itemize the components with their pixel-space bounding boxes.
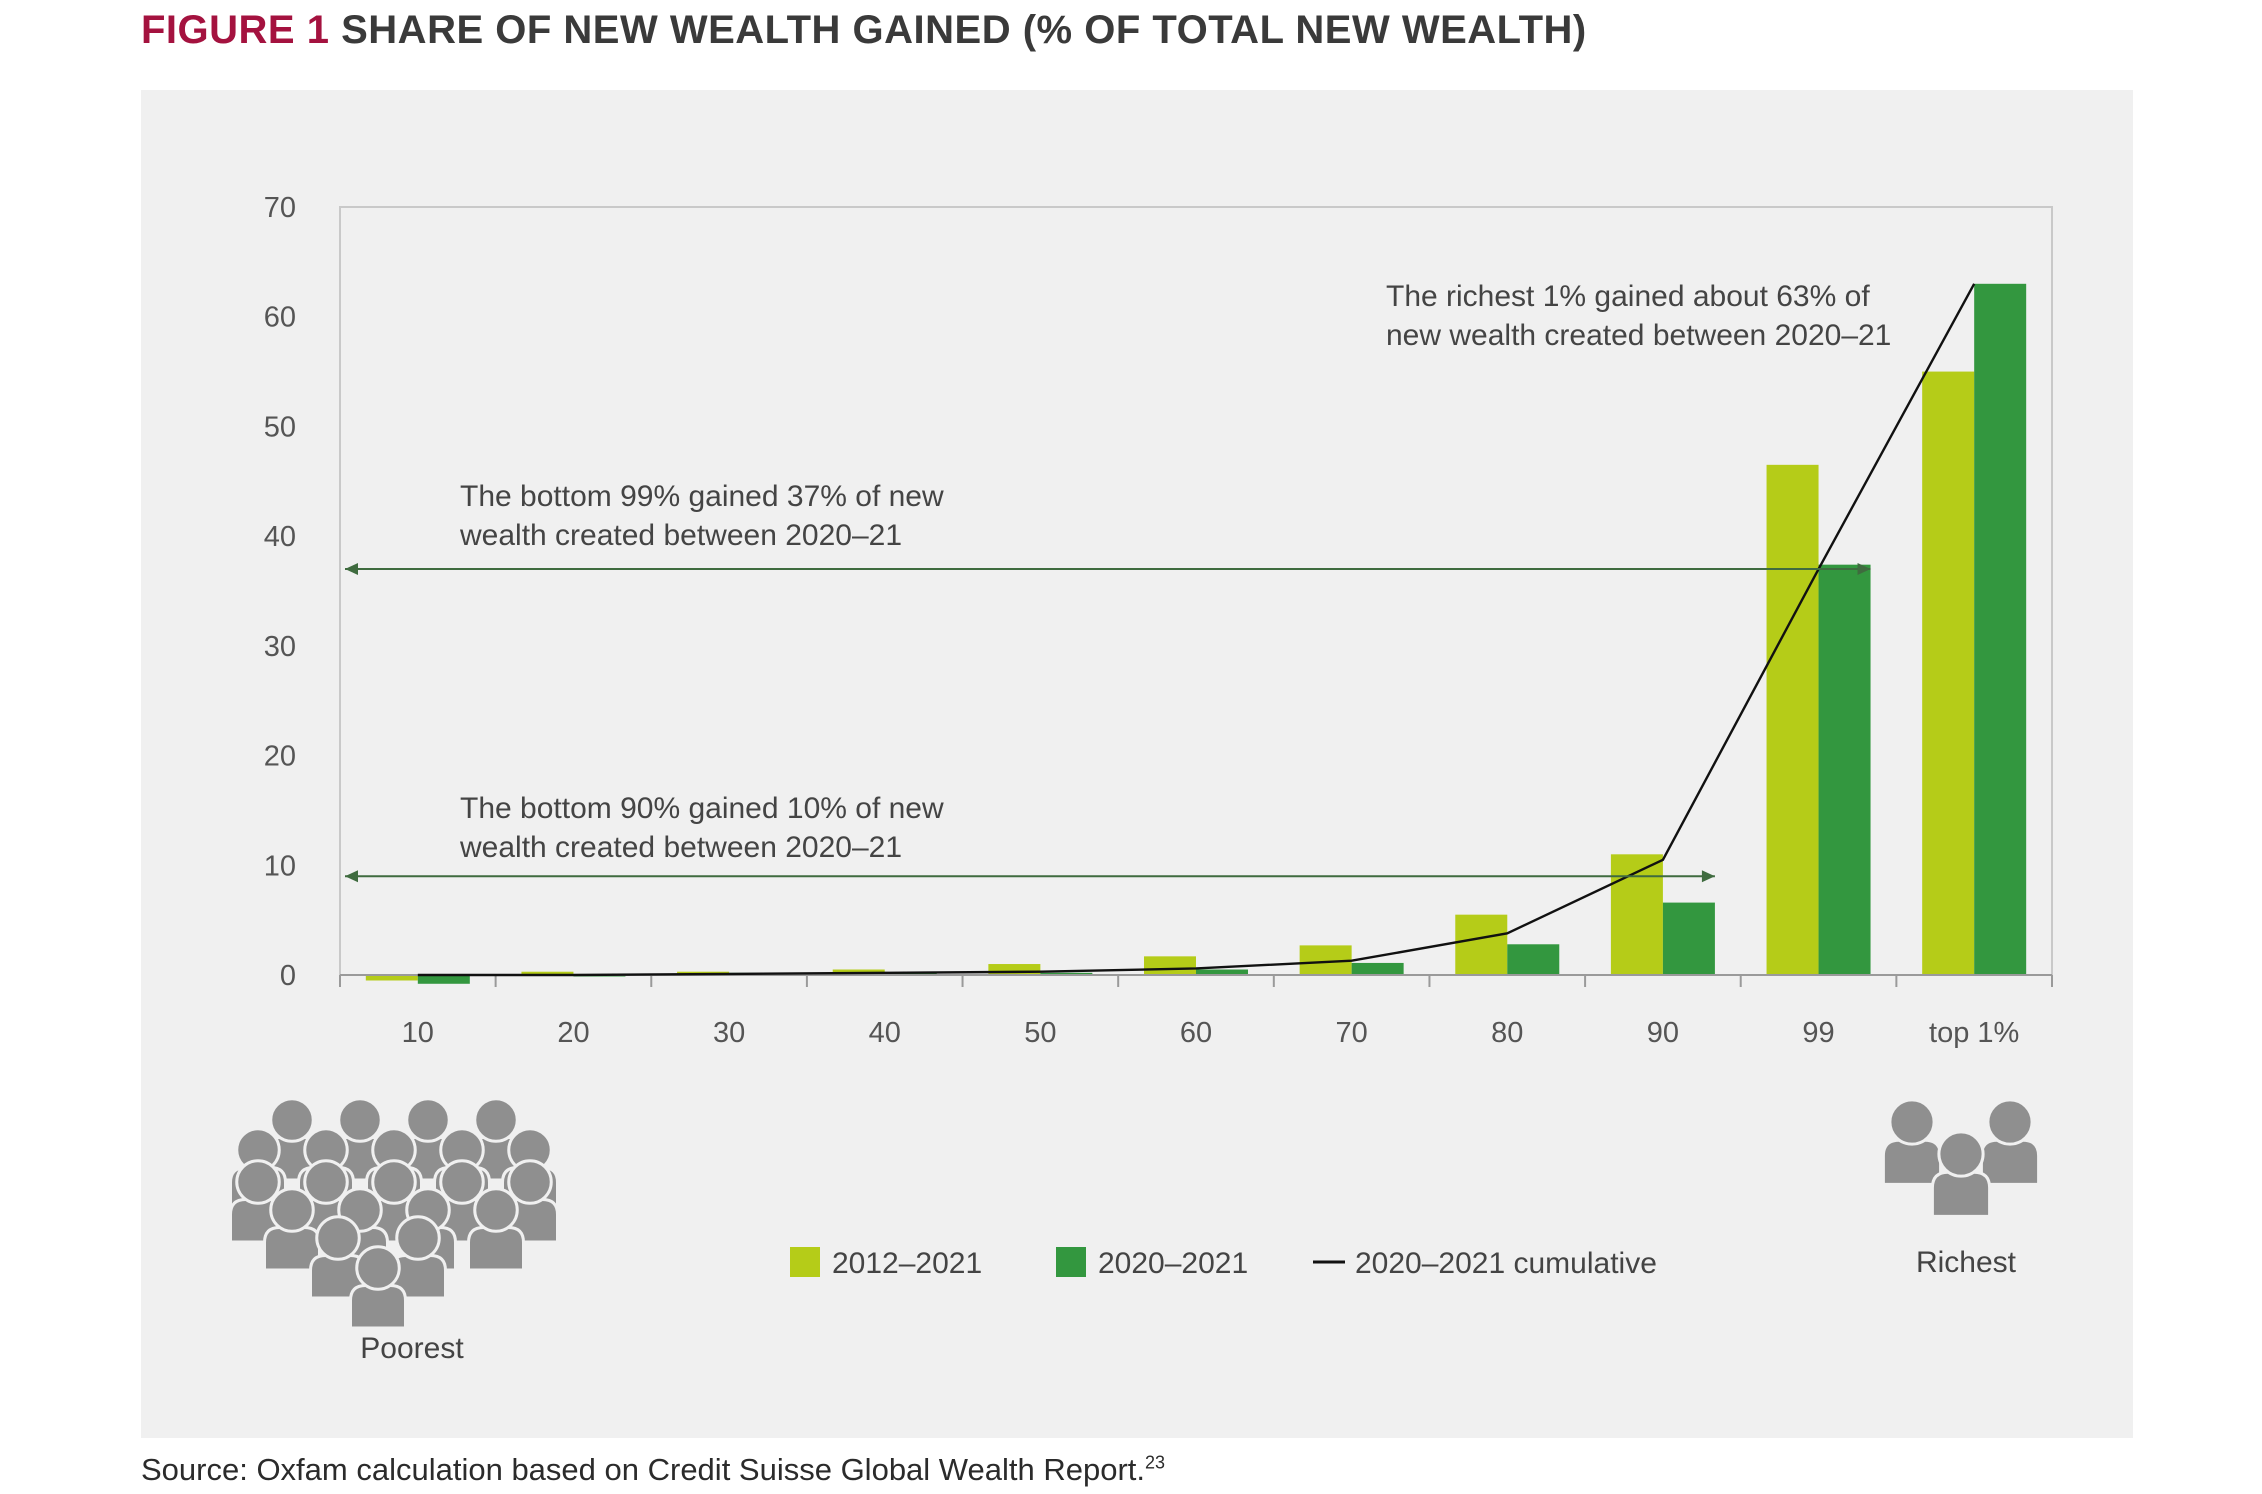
x-tick-label: 70: [1336, 1017, 1368, 1049]
legend-swatch-2012-2021: [790, 1247, 820, 1277]
y-tick-label: 30: [264, 631, 296, 663]
crowd-icon-person: [467, 1187, 525, 1272]
x-tick-label: 10: [402, 1017, 434, 1049]
cumulative-line: [417, 283, 1976, 977]
annotation-richest-1pct: new wealth created between 2020–21: [1386, 319, 1891, 352]
bar-2012-2021: [1610, 854, 1663, 975]
bar-2020-2021: [1818, 564, 1871, 975]
y-tick-label: 60: [264, 302, 296, 334]
bar-2020-2021: [1974, 283, 2027, 975]
x-tick-label: 90: [1647, 1017, 1679, 1049]
label-richest: Richest: [1916, 1246, 2017, 1279]
bar-2012-2021: [365, 975, 418, 981]
crowd-icon-person: [349, 1245, 407, 1330]
annotation-bottom-90pct: The bottom 90% gained 10% of new: [460, 792, 944, 825]
source-note: Source: Oxfam calculation based on Credi…: [141, 1452, 1165, 1488]
arrow-bottom-99pct-left-head: [345, 563, 358, 576]
source-text: Source: Oxfam calculation based on Credi…: [141, 1452, 1145, 1487]
group-icon-person: [1979, 1098, 2041, 1186]
figure-heading: SHARE OF NEW WEALTH GAINED (% OF TOTAL N…: [341, 8, 1587, 52]
group-icon-person: [1881, 1098, 1943, 1186]
x-tick-label: 80: [1491, 1017, 1523, 1049]
x-tick-label: 20: [557, 1017, 589, 1049]
bar-2020-2021: [1351, 962, 1404, 975]
x-tick-label: 60: [1180, 1017, 1212, 1049]
y-tick-label: 0: [280, 960, 296, 992]
bar-2020-2021: [1662, 902, 1715, 975]
bar-2020-2021: [884, 972, 937, 975]
annotation-bottom-99pct: wealth created between 2020–21: [459, 519, 902, 552]
x-tick-label: 50: [1024, 1017, 1056, 1049]
bar-2020-2021: [417, 975, 470, 984]
crowd-icon-person: [263, 1187, 321, 1272]
bar-2012-2021: [1922, 371, 1975, 976]
source-footnote: 23: [1145, 1452, 1166, 1473]
x-tick-label: 30: [713, 1017, 745, 1049]
y-tick-label: 20: [264, 741, 296, 773]
x-tick-label: 99: [1802, 1017, 1834, 1049]
arrow-bottom-99pct-right-head: [1857, 563, 1871, 576]
figure-label: FIGURE 1: [141, 8, 330, 52]
annotation-bottom-90pct: wealth created between 2020–21: [459, 831, 902, 864]
group-icon-person: [1930, 1130, 1992, 1218]
bar-2020-2021: [1196, 969, 1248, 975]
bar-2012-2021: [1766, 464, 1819, 975]
label-poorest: Poorest: [360, 1332, 464, 1365]
y-tick-label: 40: [264, 521, 296, 553]
x-tick-label: 40: [869, 1017, 901, 1049]
y-tick-label: 10: [264, 850, 296, 882]
bar-2020-2021: [1040, 972, 1093, 975]
y-tick-label: 70: [264, 192, 296, 224]
y-tick-label: 50: [264, 411, 296, 443]
bar-2012-2021: [1144, 956, 1196, 975]
bar-2012-2021: [521, 971, 574, 975]
arrow-bottom-90pct-right-head: [1701, 870, 1715, 883]
x-tick-label: top 1%: [1929, 1017, 2019, 1049]
bar-2020-2021: [1507, 944, 1560, 975]
crowd-icon-person: [309, 1215, 367, 1300]
figure-title: FIGURE 1 SHARE OF NEW WEALTH GAINED (% O…: [141, 8, 1587, 53]
legend-label-2012-2021: 2012–2021: [832, 1247, 982, 1280]
legend-label-cumulative: 2020–2021 cumulative: [1355, 1247, 1657, 1280]
bar-2012-2021: [988, 964, 1041, 975]
legend-swatch-2020-2021: [1056, 1247, 1086, 1277]
annotation-richest-1pct: The richest 1% gained about 63% of: [1386, 280, 1870, 313]
arrow-bottom-90pct-left-head: [345, 870, 358, 883]
bar-2012-2021: [1455, 914, 1508, 975]
annotation-bottom-99pct: The bottom 99% gained 37% of new: [460, 480, 944, 513]
legend-label-2020-2021: 2020–2021: [1098, 1247, 1248, 1280]
